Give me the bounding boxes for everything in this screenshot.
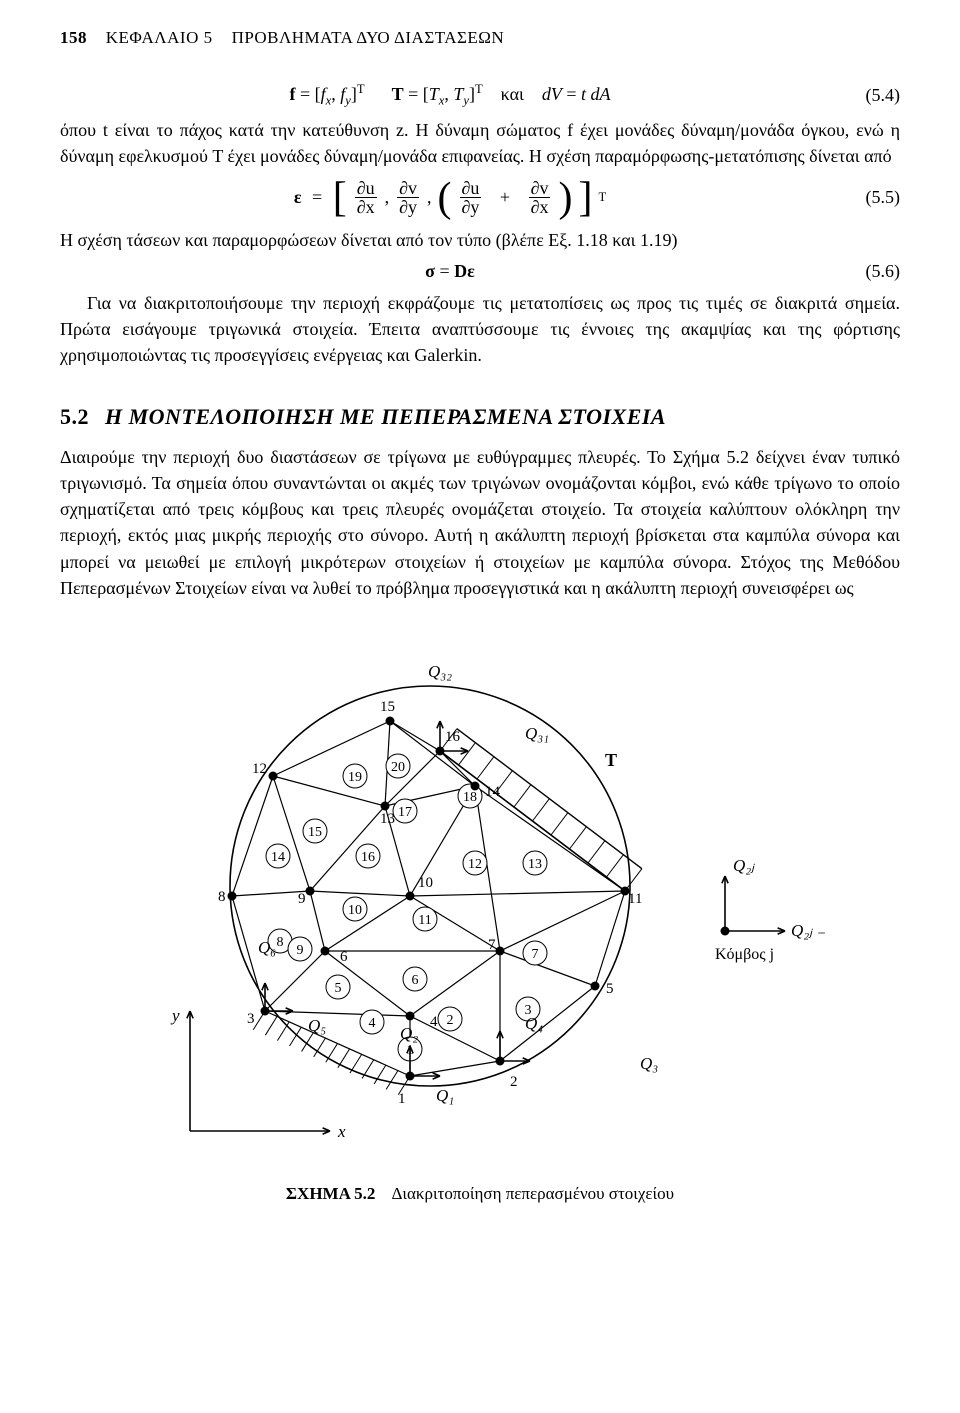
equation-5-4: f = [fx, fy]T T = [Tx, Ty]T και dV = t d… xyxy=(60,82,900,109)
svg-text:Q₄: Q₄ xyxy=(525,1014,543,1033)
svg-text:5: 5 xyxy=(606,981,614,997)
svg-text:Q₂ⱼ: Q₂ⱼ xyxy=(733,856,755,875)
svg-text:20: 20 xyxy=(391,760,405,775)
svg-text:13: 13 xyxy=(528,857,542,872)
svg-text:11: 11 xyxy=(628,891,642,907)
svg-text:15: 15 xyxy=(308,825,322,840)
figure-5-2: 1234567891011121314151617181920123456789… xyxy=(60,631,900,1204)
svg-text:8: 8 xyxy=(218,889,226,905)
svg-text:T: T xyxy=(605,750,617,770)
svg-text:Q₂: Q₂ xyxy=(400,1024,418,1043)
svg-text:Q₃: Q₃ xyxy=(640,1054,658,1073)
svg-text:Q₅: Q₅ xyxy=(308,1016,326,1035)
svg-text:10: 10 xyxy=(418,875,433,891)
equation-5-6: σ = Dε (5.6) xyxy=(60,261,900,282)
svg-text:Q₃₁: Q₃₁ xyxy=(525,724,549,743)
svg-text:Q₆: Q₆ xyxy=(258,938,276,957)
svg-text:Q₂ⱼ ₋ ₁: Q₂ⱼ ₋ ₁ xyxy=(791,921,830,940)
caption-text: Διακριτοποίηση πεπερασμένου στοιχείου xyxy=(391,1184,674,1203)
svg-text:19: 19 xyxy=(348,770,362,785)
svg-text:2: 2 xyxy=(510,1074,518,1090)
svg-text:Q₁: Q₁ xyxy=(436,1086,454,1105)
equation-number: (5.6) xyxy=(840,261,900,282)
svg-text:12: 12 xyxy=(468,857,482,872)
svg-text:10: 10 xyxy=(348,903,362,918)
svg-text:15: 15 xyxy=(380,699,395,715)
svg-text:12: 12 xyxy=(252,761,267,777)
svg-text:16: 16 xyxy=(361,850,375,865)
svg-text:y: y xyxy=(170,1006,180,1025)
svg-text:6: 6 xyxy=(340,949,348,965)
svg-text:7: 7 xyxy=(532,947,539,962)
paragraph: Διαιρούμε την περιοχή δυο διαστάσεων σε … xyxy=(60,444,900,601)
svg-text:4: 4 xyxy=(430,1014,438,1030)
section-heading: 5.2 Η ΜΟΝΤΕΛΟΠΟΙΗΣΗ ΜΕ ΠΕΠΕΡΑΣΜΕΝΑ ΣΤΟΙΧ… xyxy=(60,404,900,430)
svg-text:16: 16 xyxy=(445,729,461,745)
page-number: 158 xyxy=(60,28,87,47)
svg-text:3: 3 xyxy=(247,1011,255,1027)
chapter-title: ΠΡΟΒΛΗΜΑΤΑ ΔΥΟ ΔΙΑΣΤΑΣΕΩΝ xyxy=(232,28,505,47)
svg-text:Κόμβος j: Κόμβος j xyxy=(715,946,774,963)
equation-number: (5.5) xyxy=(840,187,900,208)
svg-text:5: 5 xyxy=(335,981,342,996)
svg-text:8: 8 xyxy=(277,935,284,950)
svg-text:6: 6 xyxy=(412,973,419,988)
svg-text:Q₃₂: Q₃₂ xyxy=(428,662,452,681)
svg-text:14: 14 xyxy=(271,850,285,865)
equation-5-5: ε = [ ∂u∂x , ∂v∂y , ( ∂u∂y + ∂v∂x ) ]T (… xyxy=(60,177,900,219)
svg-text:9: 9 xyxy=(298,891,306,907)
svg-text:4: 4 xyxy=(369,1016,376,1031)
equation-number: (5.4) xyxy=(840,85,900,106)
svg-text:x: x xyxy=(337,1122,346,1141)
figure-caption: ΣΧΗΜΑ 5.2 Διακριτοποίηση πεπερασμένου στ… xyxy=(60,1184,900,1204)
section-title: Η ΜΟΝΤΕΛΟΠΟΙΗΣΗ ΜΕ ΠΕΠΕΡΑΣΜΕΝΑ ΣΤΟΙΧΕΙΑ xyxy=(105,404,666,429)
page: 158 ΚΕΦΑΛΑΙΟ 5 ΠΡΟΒΛΗΜΑΤΑ ΔΥΟ ΔΙΑΣΤΑΣΕΩΝ… xyxy=(0,0,960,1413)
svg-text:7: 7 xyxy=(488,937,496,953)
svg-text:2: 2 xyxy=(447,1013,454,1028)
paragraph: Για να διακριτοποιήσουμε την περιοχή εκφ… xyxy=(60,290,900,368)
paragraph: όπου t είναι το πάχος κατά την κατεύθυνσ… xyxy=(60,117,900,169)
caption-label: ΣΧΗΜΑ 5.2 xyxy=(286,1184,376,1203)
svg-text:11: 11 xyxy=(418,913,431,928)
chapter-label: ΚΕΦΑΛΑΙΟ 5 xyxy=(106,28,213,47)
svg-text:18: 18 xyxy=(463,790,477,805)
paragraph: Η σχέση τάσεων και παραμορφώσεων δίνεται… xyxy=(60,227,900,253)
svg-text:17: 17 xyxy=(398,805,412,820)
mesh-diagram: 1234567891011121314151617181920123456789… xyxy=(130,631,830,1171)
svg-text:9: 9 xyxy=(297,943,304,958)
running-header: 158 ΚΕΦΑΛΑΙΟ 5 ΠΡΟΒΛΗΜΑΤΑ ΔΥΟ ΔΙΑΣΤΑΣΕΩΝ xyxy=(60,28,900,48)
svg-text:13: 13 xyxy=(380,811,395,827)
section-number: 5.2 xyxy=(60,404,89,429)
